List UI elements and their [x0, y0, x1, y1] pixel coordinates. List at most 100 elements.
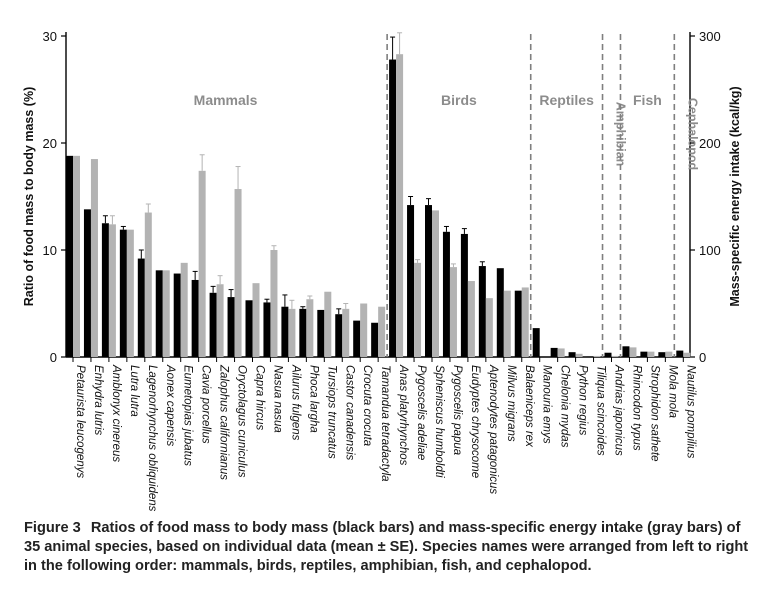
x-tick-label: Balaeniceps rex — [523, 365, 535, 448]
black-bar — [389, 59, 397, 357]
right-tick-label: 100 — [699, 243, 721, 258]
x-tick-label: Lutra lutra — [128, 365, 140, 417]
gray-bar — [108, 224, 116, 357]
black-bar — [622, 346, 630, 357]
x-tick-label: Milvus migrans — [505, 365, 517, 442]
gray-bar — [611, 355, 619, 357]
gray-bar — [593, 355, 601, 357]
black-bar — [299, 308, 307, 357]
x-tick-label: Anas platyrhynchos — [397, 364, 409, 466]
group-label: Cephalopod — [685, 98, 699, 170]
gray-bar — [252, 283, 260, 357]
gray-bar — [557, 348, 565, 357]
gray-bar — [90, 159, 98, 357]
gray-bar — [396, 54, 404, 357]
x-tick-label: Strophidon sathete — [648, 365, 660, 462]
group-label: Fish — [633, 92, 662, 108]
black-bar — [460, 233, 468, 357]
gray-bar — [485, 298, 493, 357]
black-bar — [532, 328, 540, 357]
black-bar — [245, 300, 253, 357]
right-axis-title: Mass-specific energy intake (kcal/kg) — [728, 86, 742, 306]
black-bar — [335, 314, 343, 357]
gray-bar — [288, 308, 296, 357]
gray-bar — [162, 270, 170, 357]
black-bar — [173, 273, 181, 357]
x-tick-label: Pygoscelis adeliae — [415, 365, 427, 460]
left-axis-title: Ratio of food mass to body mass (%) — [22, 87, 36, 306]
x-tick-label: Rhincodon typus — [630, 365, 642, 451]
x-tick-label: Capra hircus — [254, 365, 266, 430]
x-tick-label: Petaurista leucogenys — [74, 365, 86, 478]
x-tick-label: Spheniscus humboldti — [433, 365, 445, 478]
black-bar — [568, 352, 576, 357]
black-bar — [478, 266, 486, 357]
right-tick-label: 200 — [699, 136, 721, 151]
x-tick-label: Enhydra lutris — [92, 365, 104, 436]
gray-bar — [198, 170, 206, 357]
black-bar — [66, 155, 73, 357]
black-bar — [353, 320, 361, 357]
gray-bar — [378, 306, 386, 357]
black-bar — [317, 309, 325, 357]
x-tick-label: Nautilus pompilius — [684, 365, 696, 459]
black-bar — [191, 279, 199, 357]
black-bar — [604, 352, 612, 357]
black-bar — [676, 350, 684, 357]
black-bar — [586, 356, 594, 357]
gray-bar — [432, 210, 439, 357]
x-tick-label: Nasua nasua — [271, 365, 283, 433]
gray-bar — [360, 303, 368, 357]
black-bar — [407, 205, 415, 357]
x-tick-label: Manouria emys — [541, 365, 553, 444]
gray-bar — [503, 290, 511, 357]
gray-bar — [73, 155, 80, 357]
gray-bar — [324, 291, 332, 357]
right-tick-label: 300 — [699, 29, 721, 44]
gray-bar — [126, 229, 134, 357]
black-bar — [209, 292, 217, 357]
black-bar — [550, 347, 558, 357]
x-tick-label: Pygoscelis papua — [451, 365, 463, 455]
figure-caption: Figure 3 Ratios of food mass to body mas… — [24, 519, 752, 576]
left-tick-label: 0 — [50, 350, 57, 365]
x-tick-label: Andrias japonicus — [613, 364, 625, 456]
gray-bar — [575, 353, 583, 357]
black-bar — [227, 297, 235, 357]
gray-bar — [414, 262, 422, 357]
gray-bar — [306, 299, 314, 357]
caption-label: Figure 3 — [24, 520, 81, 536]
group-label: Mammals — [194, 92, 258, 108]
x-tick-label: Cavia porcellus — [200, 365, 212, 444]
gray-bar — [144, 212, 152, 357]
x-tick-label: Tursiops truncatus — [325, 365, 337, 459]
group-label: Reptiles — [539, 92, 594, 108]
black-bar — [496, 268, 504, 357]
black-bar — [101, 223, 109, 357]
black-bar — [425, 205, 432, 357]
x-tick-label: Castor canadensis — [343, 365, 355, 460]
left-tick-label: 30 — [43, 29, 57, 44]
x-tick-label: Chelonia mydas — [559, 365, 571, 448]
right-tick-label: 0 — [699, 350, 706, 365]
black-bar — [371, 322, 379, 357]
black-bar — [155, 270, 163, 357]
gray-bar — [270, 250, 278, 357]
left-tick-label: 20 — [43, 136, 57, 151]
gray-bar — [629, 347, 637, 357]
left-tick-label: 10 — [43, 243, 57, 258]
x-tick-label: Mola mola — [666, 365, 678, 418]
x-tick-label: Aptenodytes patagonicus — [487, 364, 499, 494]
black-bar — [640, 351, 648, 357]
group-label: Birds — [441, 92, 477, 108]
caption-text: Ratios of food mass to body mass (black … — [24, 520, 749, 574]
black-bar — [442, 231, 450, 357]
gray-bar — [665, 351, 673, 357]
black-bar — [263, 302, 271, 357]
x-tick-label: Tiliqua scincoides — [595, 365, 607, 456]
x-tick-label: Phoca largha — [307, 365, 319, 433]
x-tick-label: Amblonyx cinereus — [110, 364, 122, 462]
gray-bar — [467, 281, 475, 357]
